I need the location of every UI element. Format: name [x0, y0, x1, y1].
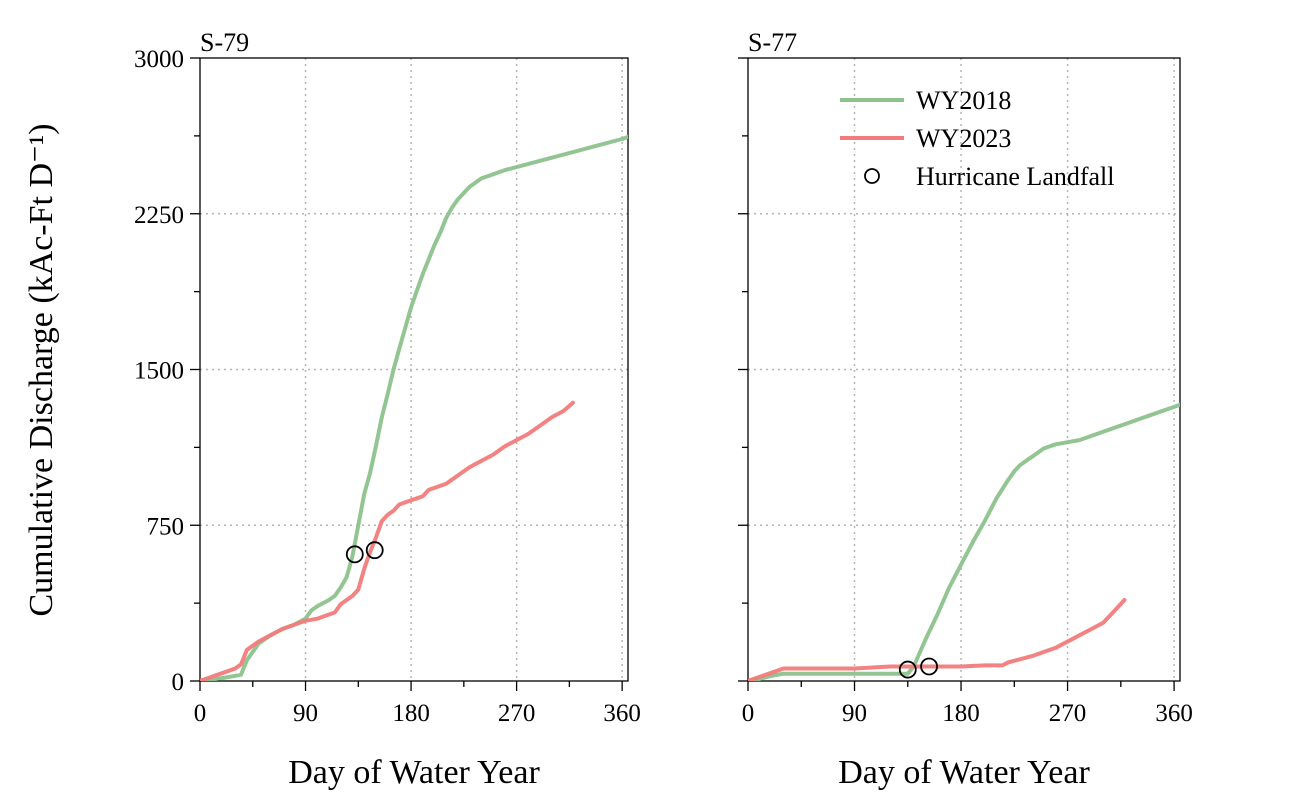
plot-frame — [199, 57, 629, 682]
y-axis-title: Cumulative Discharge (kAc-Ft D⁻¹) — [23, 123, 60, 616]
hurricane-landfall-marker — [920, 657, 938, 676]
series-line-wy2023 — [200, 400, 575, 681]
x-tick-label: 180 — [392, 700, 430, 727]
legend-label: WY2018 — [916, 86, 1011, 115]
y-tick-label: 3000 — [134, 46, 184, 73]
y-tick-label: 750 — [147, 513, 185, 540]
series-line-wy2023 — [748, 598, 1127, 681]
x-axis-title: Day of Water Year — [838, 754, 1090, 791]
legend-label: Hurricane Landfall — [916, 162, 1115, 191]
y-tick-label: 1500 — [134, 358, 184, 385]
x-tick-label: 270 — [498, 700, 536, 727]
legend-label: WY2023 — [916, 124, 1011, 153]
panel-s-77: 0 90 180 270 360 S-77 Day of Water Year — [738, 28, 1193, 791]
panel-s-79: 0 90 180 270 360 0 750 1500 2250 3000 S-79 Day of W… — [134, 28, 641, 791]
panel-title: S-79 — [200, 28, 249, 57]
x-axis-title: Day of Water Year — [288, 754, 540, 791]
y-tick-label: 2250 — [134, 202, 184, 229]
x-tick-label: 90 — [842, 700, 867, 727]
x-tick-label: 0 — [742, 700, 755, 727]
x-tick-label: 180 — [942, 700, 980, 727]
x-tick-label: 0 — [194, 700, 207, 727]
x-tick-label: 360 — [1155, 700, 1193, 727]
x-tick-label: 90 — [293, 700, 318, 727]
hurricane-landfall-marker — [345, 545, 364, 564]
hurricane-landfall-marker — [365, 541, 384, 560]
x-tick-label: 360 — [603, 700, 641, 727]
hurricane-landfall-marker — [898, 660, 917, 679]
legend: WY2018 WY2023 Hurricane Landfall — [840, 86, 1115, 191]
legend-swatch-hurricane — [864, 168, 880, 184]
x-tick-label: 270 — [1049, 700, 1087, 727]
panel-title: S-77 — [748, 28, 797, 57]
y-tick-label: 0 — [172, 669, 185, 696]
series-line-wy2018 — [748, 402, 1180, 681]
